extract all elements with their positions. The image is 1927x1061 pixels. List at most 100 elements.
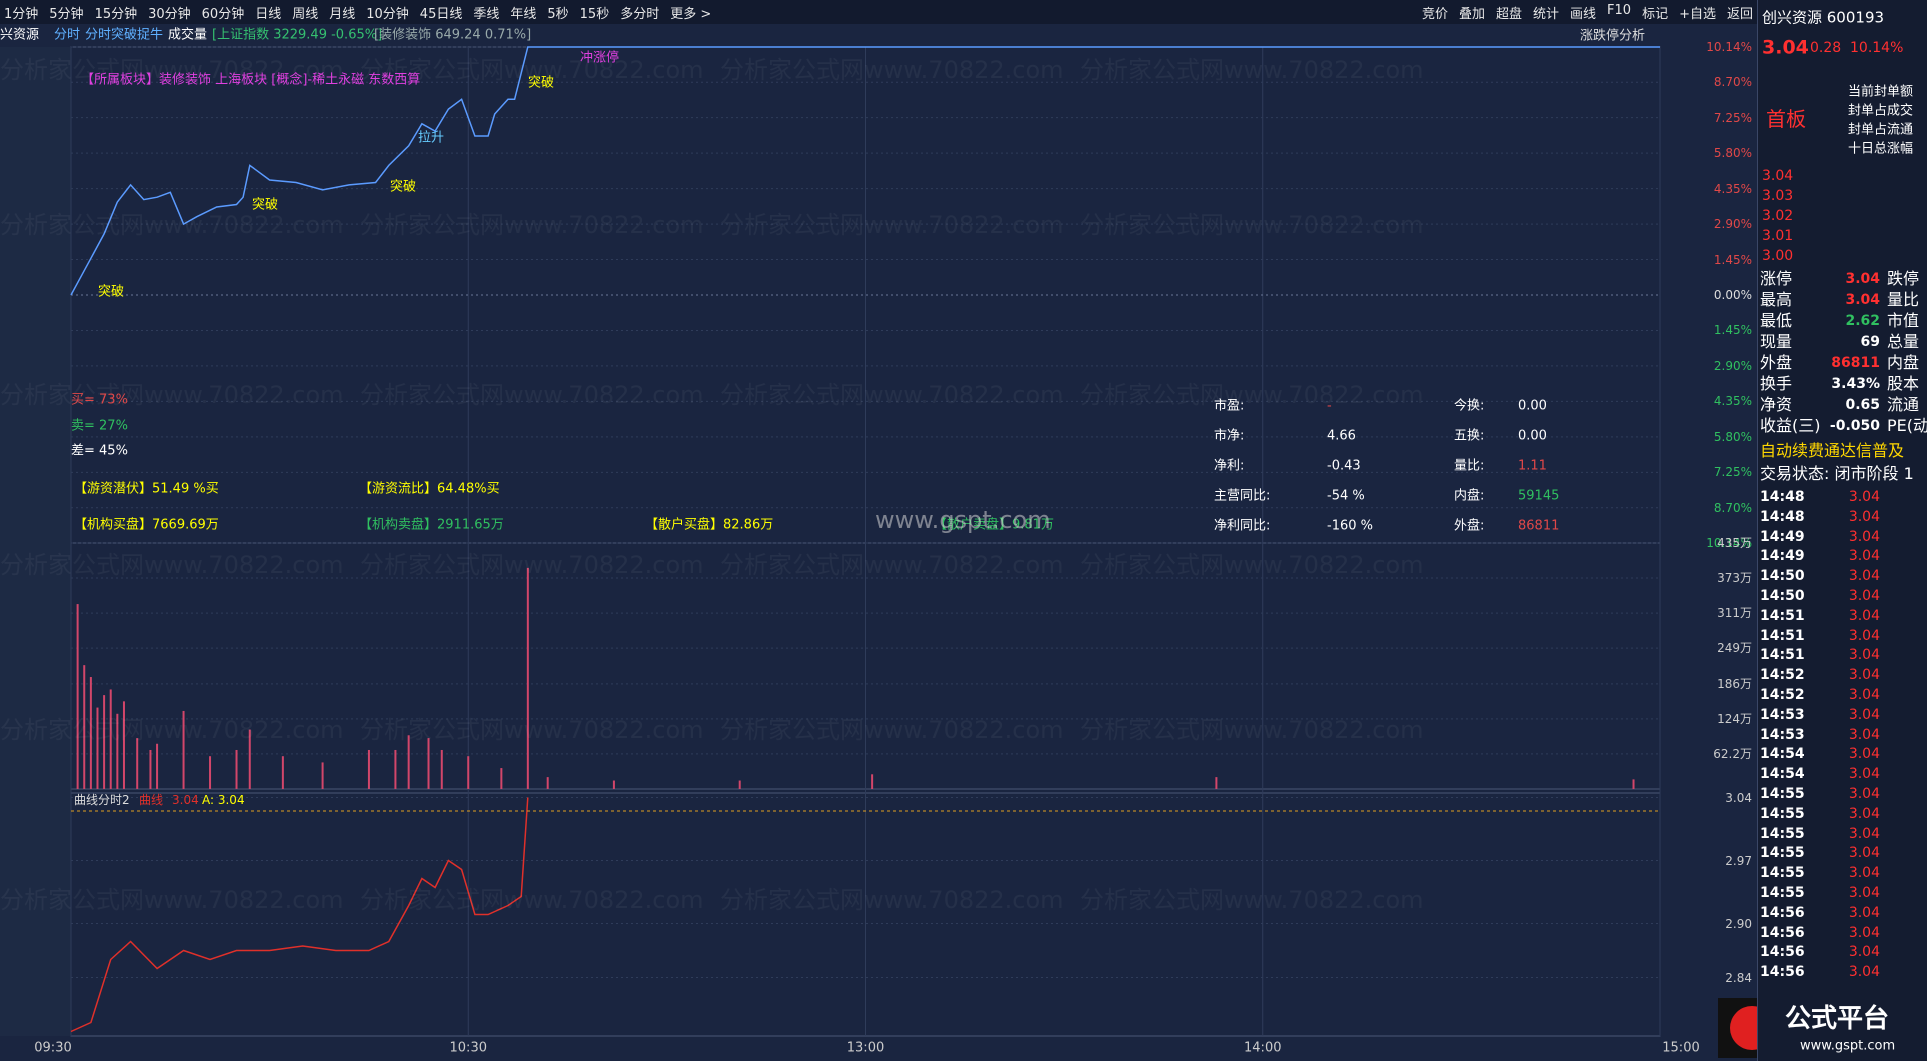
seal-note: 当前封单额: [1847, 84, 1913, 100]
analysis-button: 涨跌停分析: [1580, 28, 1646, 44]
period-tab[interactable]: 多分时: [620, 6, 660, 22]
period-tab[interactable]: 1分钟: [4, 6, 39, 22]
period-tab[interactable]: 60分钟: [201, 6, 245, 22]
volume-bar: [526, 567, 529, 789]
volume-bar: [149, 749, 152, 789]
annotation: 突破: [98, 284, 125, 300]
subheader-item: [上证指数 3229.49 -0.65%]: [212, 27, 383, 43]
trade-time: 14:53: [1760, 706, 1805, 723]
volume-bar: [136, 738, 139, 789]
tool-tab[interactable]: 标记: [1642, 6, 1669, 22]
trade-time: 14:55: [1760, 885, 1805, 901]
period-tab[interactable]: 45日线: [419, 6, 463, 22]
seal-note: 封单占成交: [1847, 103, 1913, 119]
trade-price: 3.04: [1848, 726, 1880, 743]
volume-bar: [182, 710, 185, 789]
watermark: 分析家公式网www.70822.com: [1080, 211, 1424, 239]
volume-bar: [89, 677, 92, 789]
stat-value: 2.62: [1845, 313, 1880, 329]
period-tab[interactable]: 年线: [510, 6, 537, 22]
volume-bar: [394, 749, 397, 789]
y-tick-label: 10.14%: [1706, 40, 1752, 54]
stat-label: 涨停: [1760, 269, 1793, 288]
volume-bar: [83, 665, 86, 789]
watermark: 分析家公式网www.70822.com: [0, 381, 344, 409]
period-tab[interactable]: 15秒: [579, 6, 610, 22]
period-tab[interactable]: 季线: [473, 6, 500, 22]
volume-bar: [1632, 779, 1635, 789]
trade-price: 3.04: [1848, 687, 1880, 703]
period-tab[interactable]: 15分钟: [94, 6, 138, 22]
trade-time: 14:54: [1760, 766, 1805, 783]
sector-label: 【所属板块】装修装饰 上海板块 [概念]-稀土永磁 东数西算: [81, 72, 421, 88]
trade-time: 14:55: [1760, 786, 1805, 802]
tool-tab[interactable]: 返回: [1726, 6, 1753, 22]
period-tab[interactable]: 周线: [292, 6, 319, 22]
stat-label: 量比: [1887, 290, 1920, 309]
annotation: 突破: [528, 75, 555, 91]
y-tick-label: 373万: [1717, 571, 1752, 586]
trade-time: 14:55: [1760, 805, 1805, 822]
trade-time: 14:51: [1760, 627, 1805, 644]
volume-bar: [281, 756, 284, 789]
trade-price: 3.04: [1848, 647, 1880, 664]
y-tick-label: 2.97: [1725, 853, 1752, 868]
time-label: 10:30: [449, 1040, 487, 1056]
period-tab[interactable]: 10分钟: [366, 6, 409, 22]
trade-price: 3.04: [1848, 885, 1880, 901]
y-tick-label: 8.70%: [1713, 500, 1752, 515]
period-tab[interactable]: 更多 >: [670, 6, 712, 22]
ticker: 自动续费通达信普及: [1760, 441, 1905, 460]
trade-time: 14:49: [1760, 548, 1805, 565]
y-tick-label: 1.45%: [1713, 252, 1752, 267]
trade-time: 14:55: [1760, 865, 1805, 882]
volume-bar: [738, 780, 741, 789]
flow-stat: 【游资流比】64.48%买: [359, 481, 500, 497]
y-tick-label: 2.84: [1725, 970, 1752, 985]
watermark: 分析家公式网www.70822.com: [360, 716, 704, 744]
trade-price: 3.04: [1848, 766, 1880, 783]
y-tick-label: 10.14%: [1706, 536, 1752, 550]
trade-price: 3.04: [1848, 865, 1880, 882]
tool-tab[interactable]: 竞价: [1421, 6, 1448, 22]
tool-tab[interactable]: 统计: [1533, 6, 1560, 22]
fund-label: 内盘:: [1454, 488, 1485, 504]
trade-time: 14:56: [1760, 924, 1805, 941]
period-tab[interactable]: 月线: [329, 6, 356, 22]
fund-label: 主营同比:: [1214, 488, 1271, 504]
book-price: 3.00: [1762, 248, 1794, 264]
period-tab[interactable]: 30分钟: [148, 6, 191, 22]
tool-tab[interactable]: +自选: [1679, 6, 1716, 22]
fund-value: -: [1327, 398, 1332, 414]
pane-title: 曲线分时2: [74, 793, 130, 807]
y-tick-label: 4.35%: [1713, 394, 1752, 409]
seal-note: 十日总涨幅: [1847, 141, 1913, 157]
stat-value: 3.04: [1845, 292, 1880, 308]
watermark: 分析家公式网www.70822.com: [720, 716, 1064, 744]
volume-bar: [871, 774, 874, 789]
tool-tab[interactable]: F10: [1607, 2, 1632, 18]
period-tab[interactable]: 5分钟: [49, 6, 84, 22]
trade-price: 3.04: [1848, 528, 1880, 545]
tool-tab[interactable]: 画线: [1570, 6, 1597, 22]
period-tab[interactable]: 5秒: [547, 6, 569, 22]
y-tick-label: 2.90: [1725, 916, 1752, 931]
trade-price: 3.04: [1848, 627, 1880, 644]
stat-label: 净资: [1760, 395, 1793, 414]
tool-tab[interactable]: 叠加: [1458, 6, 1485, 22]
trade-price: 3.04: [1848, 904, 1880, 921]
y-tick-label: 4.35%: [1713, 181, 1752, 196]
volume-bar: [612, 780, 615, 789]
trade-price: 3.04: [1848, 825, 1880, 842]
fund-value: 4.66: [1327, 428, 1356, 444]
trade-price: 3.04: [1848, 706, 1880, 723]
watermark: 分析家公式网www.70822.com: [1080, 381, 1424, 409]
stat-value: 0.65: [1845, 397, 1880, 413]
watermark: 分析家公式网www.70822.com: [720, 551, 1064, 579]
tool-tab[interactable]: 超盘: [1495, 6, 1522, 22]
stat-label: 收益(三): [1760, 416, 1821, 435]
trade-price: 3.04: [1848, 568, 1880, 585]
watermark: 分析家公式网www.70822.com: [1080, 886, 1424, 914]
period-tab[interactable]: 日线: [255, 6, 282, 22]
y-tick-label: 62.2万: [1713, 746, 1752, 761]
